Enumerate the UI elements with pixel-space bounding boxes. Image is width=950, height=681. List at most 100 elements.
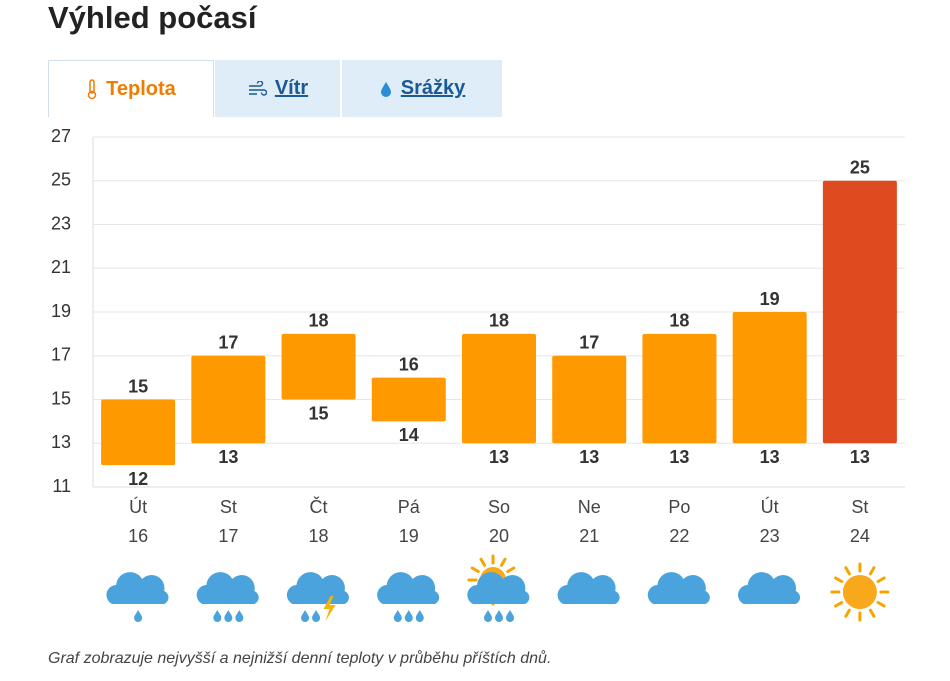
- high-label: 15: [128, 376, 148, 396]
- ray: [876, 576, 886, 583]
- low-label: 13: [850, 447, 870, 467]
- cloud: [557, 572, 620, 604]
- cloud: [106, 572, 169, 604]
- y-tick-label: 23: [51, 213, 71, 233]
- cloud: [738, 572, 801, 604]
- high-label: 17: [218, 333, 238, 353]
- date-label: 21: [579, 526, 599, 546]
- high-label: 19: [760, 289, 780, 309]
- ray: [834, 601, 844, 608]
- cloud: [647, 572, 710, 604]
- drop: [134, 610, 143, 622]
- tab-wind[interactable]: Vítr: [215, 60, 340, 117]
- high-label: 17: [579, 333, 599, 353]
- weather-icon: [467, 554, 530, 622]
- y-tick-label: 17: [51, 345, 71, 365]
- low-label: 14: [399, 425, 419, 445]
- day-label: Čt: [310, 496, 328, 517]
- title: Výhled počasí: [48, 0, 257, 35]
- ray: [844, 608, 851, 618]
- thermometer-icon: [87, 79, 97, 100]
- day-label: So: [488, 497, 510, 517]
- tab-label: Teplota: [106, 77, 176, 100]
- ray: [479, 557, 486, 567]
- y-tick-label: 25: [51, 170, 71, 190]
- drop: [415, 610, 424, 622]
- y-tick-label: 27: [51, 126, 71, 146]
- drop: [235, 610, 244, 622]
- y-tick-label: 21: [51, 257, 71, 277]
- ray: [876, 601, 886, 608]
- y-tick-label: 19: [51, 301, 71, 321]
- sun: [842, 575, 877, 609]
- low-label: 15: [309, 403, 329, 423]
- cloud: [196, 572, 259, 604]
- chart: 11 13 15 17 19 21 23 25 27 15 12 Út 16 17 13 St 17 18 15 Čt…: [51, 126, 905, 622]
- date-label: 20: [489, 526, 509, 546]
- caption: Graf zobrazuje nejvyšší a nejnižší denní…: [48, 650, 552, 667]
- y-tick-label: 15: [51, 388, 71, 408]
- weather-icon: [106, 572, 169, 622]
- bar: [822, 180, 897, 444]
- high-label: 18: [309, 311, 329, 331]
- date-label: 16: [128, 526, 148, 546]
- low-label: 13: [489, 447, 509, 467]
- low-label: 13: [579, 447, 599, 467]
- weather-icon: [557, 572, 620, 604]
- ray: [834, 576, 844, 583]
- date-label: 24: [850, 526, 870, 546]
- low-label: 13: [218, 447, 238, 467]
- date-label: 23: [760, 526, 780, 546]
- high-label: 25: [850, 158, 870, 178]
- bar: [552, 355, 627, 444]
- low-label: 13: [669, 447, 689, 467]
- weather-icon: [377, 572, 440, 622]
- ray: [500, 557, 507, 567]
- bar: [191, 355, 266, 444]
- drop: [484, 610, 492, 622]
- day-label: St: [851, 497, 868, 517]
- ray: [506, 566, 516, 573]
- drop: [404, 610, 413, 622]
- weather-icon: [196, 572, 259, 622]
- day-label: Út: [761, 496, 779, 517]
- day-label: Po: [668, 497, 690, 517]
- y-tick-label: 11: [52, 476, 71, 496]
- day-label: Út: [129, 496, 147, 517]
- cloud: [286, 572, 349, 604]
- day-label: Pá: [398, 497, 421, 517]
- drop-icon: [380, 81, 391, 97]
- ray: [844, 566, 851, 576]
- high-label: 18: [489, 311, 509, 331]
- weather-icon: [830, 562, 890, 622]
- tab-label: Srážky: [400, 77, 466, 99]
- drop: [495, 610, 503, 622]
- drop: [224, 610, 233, 622]
- cloud: [467, 572, 530, 604]
- drop: [393, 610, 402, 622]
- drop: [506, 610, 514, 622]
- date-label: 19: [399, 526, 419, 546]
- date-label: 17: [218, 526, 238, 546]
- tab-precipitation[interactable]: Srážky: [342, 60, 502, 117]
- y-tick-label: 13: [51, 432, 71, 452]
- wind-icon: [248, 80, 267, 96]
- low-label: 12: [128, 469, 148, 489]
- bar: [101, 399, 176, 466]
- bolt: [323, 596, 336, 621]
- drop: [301, 610, 310, 622]
- weather-icon: [286, 572, 349, 622]
- date-label: 22: [669, 526, 689, 546]
- ray: [868, 608, 876, 618]
- ray: [868, 566, 876, 576]
- high-label: 16: [399, 354, 419, 374]
- drop: [312, 610, 321, 622]
- low-label: 13: [760, 447, 780, 467]
- bar: [642, 333, 717, 444]
- weather-icon: [647, 572, 710, 604]
- day-label: St: [220, 497, 237, 517]
- bar: [281, 333, 356, 400]
- high-label: 18: [669, 311, 689, 331]
- tab-temperature[interactable]: Teplota: [48, 60, 214, 117]
